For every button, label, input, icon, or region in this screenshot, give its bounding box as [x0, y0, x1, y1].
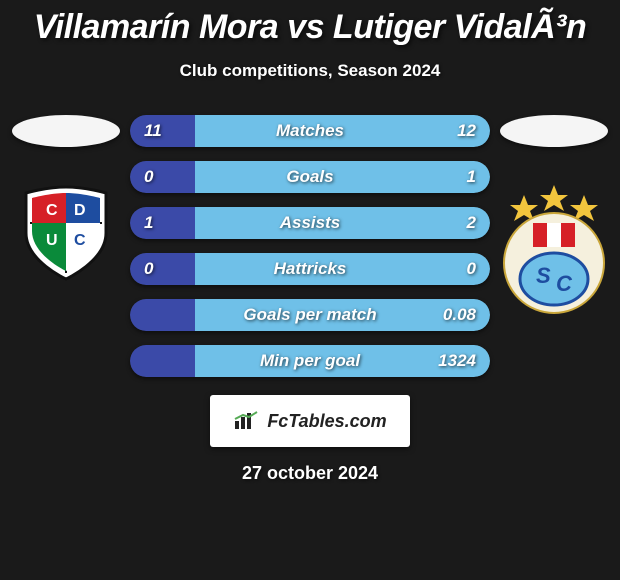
svg-text:C: C — [46, 202, 58, 219]
watermark-badge: FcTables.com — [210, 395, 410, 447]
stat-row: 0Goals1 — [130, 161, 490, 193]
bar-left-fill — [130, 115, 195, 147]
page-subtitle: Club competitions, Season 2024 — [0, 61, 620, 81]
stat-row: 11Matches12 — [130, 115, 490, 147]
player-left-column: C D U C — [6, 115, 126, 288]
bar-left-fill — [130, 161, 195, 193]
bar-right-fill — [195, 161, 490, 193]
bar-right-fill — [195, 115, 490, 147]
emblem-icon: S C — [498, 183, 610, 319]
bar-right-fill — [195, 207, 490, 239]
bar-right-fill — [195, 253, 490, 285]
svg-text:C: C — [74, 232, 86, 249]
stat-bars: 11Matches12 0Goals1 1Assists2 0Hattricks0 Go… — [130, 115, 490, 377]
player-right-photo-placeholder — [500, 115, 608, 147]
svg-text:C: C — [556, 271, 573, 296]
player-right-column: S C — [494, 115, 614, 324]
stat-row: 1Assists2 — [130, 207, 490, 239]
stat-row: Goals per match0.08 — [130, 299, 490, 331]
bar-left-fill — [130, 299, 195, 331]
page-title: Villamarín Mora vs Lutiger VidalÃ³n — [0, 0, 620, 47]
player-left-photo-placeholder — [12, 115, 120, 147]
club-right-crest: S C — [498, 183, 610, 324]
shield-icon: C D U C — [16, 183, 116, 283]
bar-right-fill — [195, 299, 490, 331]
bar-right-fill — [195, 345, 490, 377]
bar-left-fill — [130, 207, 195, 239]
bars-icon — [233, 411, 261, 431]
svg-text:S: S — [536, 263, 551, 288]
watermark-text: FcTables.com — [267, 411, 386, 432]
stat-row: Min per goal1324 — [130, 345, 490, 377]
date-text: 27 october 2024 — [0, 463, 620, 484]
club-left-crest: C D U C — [16, 183, 116, 288]
comparison-panel: C D U C 11Matches12 0Goals1 1Assists2 0Hatt… — [0, 115, 620, 377]
stat-row: 0Hattricks0 — [130, 253, 490, 285]
svg-text:U: U — [46, 232, 58, 249]
svg-text:D: D — [74, 202, 86, 219]
bar-left-fill — [130, 345, 195, 377]
bar-left-fill — [130, 253, 195, 285]
